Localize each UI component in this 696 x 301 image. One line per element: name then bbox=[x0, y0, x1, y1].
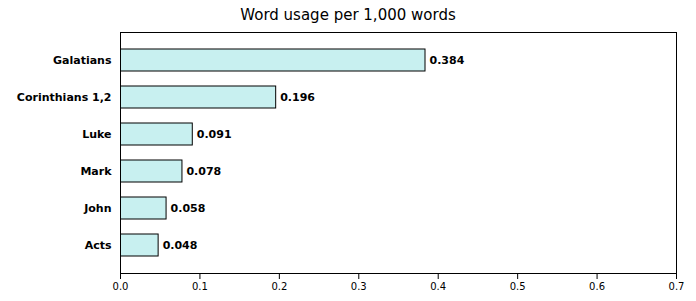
svg-text:0.5: 0.5 bbox=[510, 281, 526, 292]
html-text:Word usage per 1,000 words: Word usage per 1,000 words bbox=[240, 6, 456, 24]
svg-text:0.048: 0.048 bbox=[163, 239, 198, 252]
svg-text:Luke: Luke bbox=[82, 128, 111, 141]
svg-text:0.384: 0.384 bbox=[430, 54, 465, 67]
svg-text:Galatians: Galatians bbox=[53, 54, 112, 67]
svg-text:0.091: 0.091 bbox=[197, 128, 232, 141]
svg-text:0.6: 0.6 bbox=[589, 281, 605, 292]
svg-text:0.3: 0.3 bbox=[351, 281, 367, 292]
svg-text:Acts: Acts bbox=[85, 239, 112, 252]
svg-text:John: John bbox=[83, 202, 111, 215]
svg-text:0.078: 0.078 bbox=[186, 165, 221, 178]
svg-text:0.1: 0.1 bbox=[192, 281, 208, 292]
svg-text:0.058: 0.058 bbox=[171, 202, 206, 215]
svg-text:0.4: 0.4 bbox=[430, 281, 446, 292]
svg-text:0.2: 0.2 bbox=[271, 281, 287, 292]
svg-text:0.196: 0.196 bbox=[280, 91, 315, 104]
svg-text:Mark: Mark bbox=[80, 165, 112, 178]
svg-text:0.7: 0.7 bbox=[669, 281, 685, 292]
svg-text:0.0: 0.0 bbox=[113, 281, 129, 292]
svg-text:Corinthians 1,2: Corinthians 1,2 bbox=[17, 91, 112, 104]
